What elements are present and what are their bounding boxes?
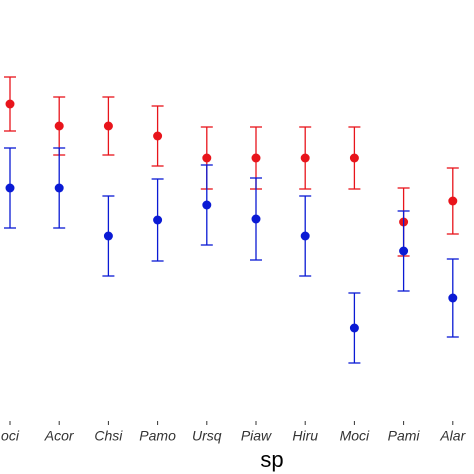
x-tick-label: Pamo (139, 428, 176, 444)
point (54, 121, 64, 131)
point (448, 196, 458, 206)
x-tick-label: Pami (388, 428, 421, 444)
point (202, 200, 212, 210)
x-tick-label: Moci (340, 428, 370, 444)
x-tick-label: Chsi (94, 428, 123, 444)
point (251, 153, 261, 163)
point (202, 153, 212, 163)
point (103, 231, 113, 241)
x-tick-label: Piaw (241, 428, 272, 444)
point (5, 183, 15, 193)
point (448, 293, 458, 303)
x-tick-label: Ursq (192, 428, 222, 444)
x-tick-label: Acor (44, 428, 75, 444)
point (300, 153, 310, 163)
x-axis-title: sp (260, 447, 283, 472)
x-tick-label: oci (1, 428, 20, 444)
point (300, 231, 310, 241)
point (153, 131, 163, 141)
point (103, 121, 113, 131)
point (5, 99, 15, 109)
x-tick-label: Alar (439, 428, 466, 444)
x-tick-label: Hiru (292, 428, 318, 444)
point (349, 323, 359, 333)
point (153, 215, 163, 225)
point (349, 153, 359, 163)
point (399, 246, 409, 256)
point (251, 214, 261, 224)
point (54, 183, 64, 193)
